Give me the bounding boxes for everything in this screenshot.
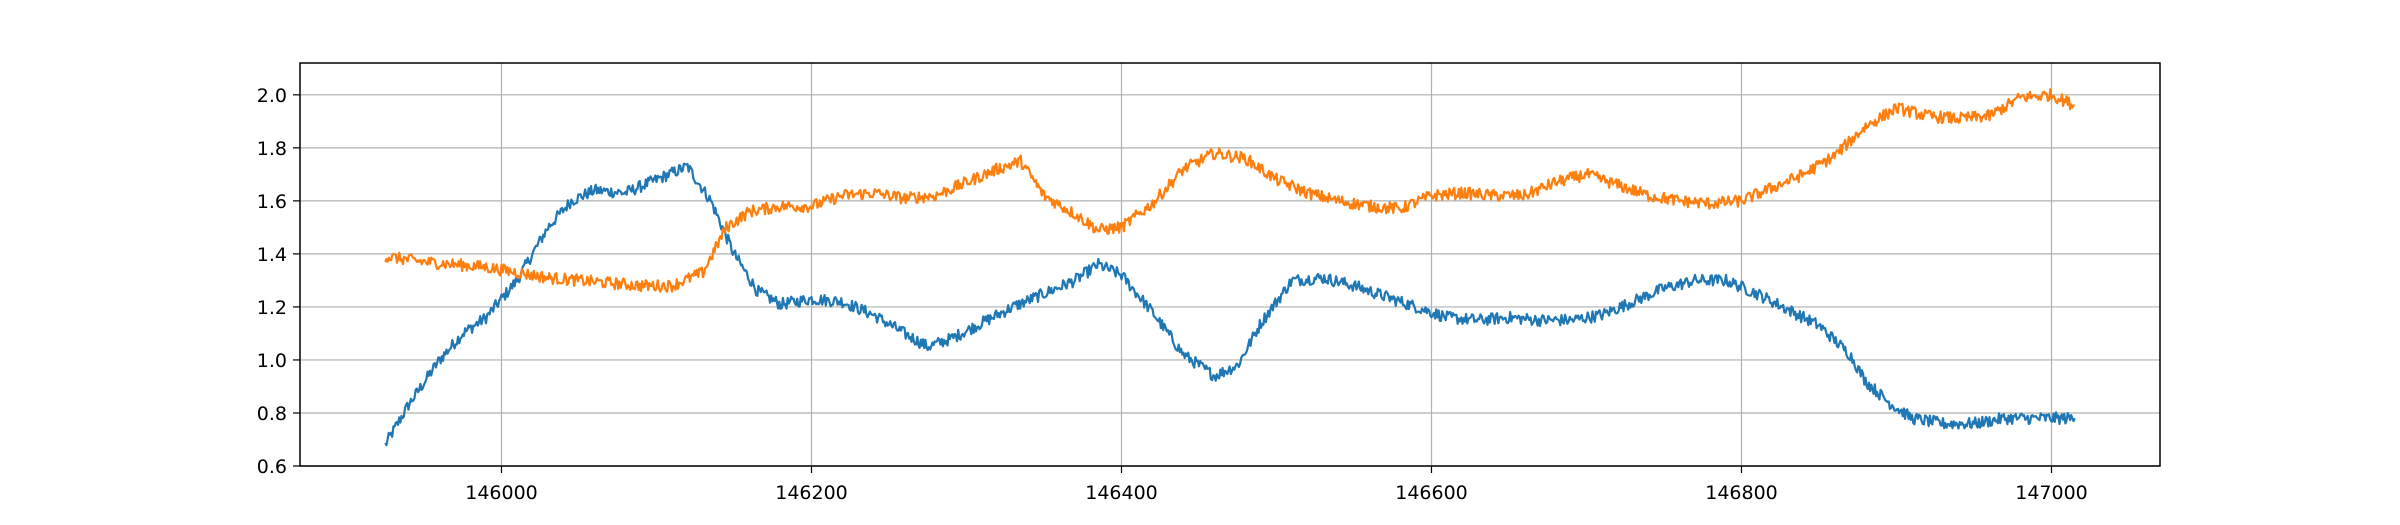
- y-tick-label: 1.2: [257, 297, 287, 319]
- y-tick-label: 1.6: [257, 191, 287, 213]
- series-line-2: [384, 88, 2075, 293]
- y-tick-label: 2.0: [257, 85, 287, 107]
- x-tick-label: 146200: [775, 482, 848, 504]
- x-tick-label: 146400: [1085, 482, 1158, 504]
- y-tick-label: 1.0: [257, 350, 287, 372]
- x-tick-label: 146600: [1395, 482, 1468, 504]
- y-tick-label: 1.4: [257, 244, 287, 266]
- x-tick-label: 147000: [2015, 482, 2088, 504]
- series-layer: [384, 88, 2076, 447]
- plot-frame: [299, 62, 2161, 467]
- series-line-1: [384, 162, 2076, 447]
- y-tick-label: 0.6: [257, 456, 287, 478]
- y-tick-label: 1.8: [257, 138, 287, 160]
- x-tick-label: 146800: [1705, 482, 1778, 504]
- x-tick-label: 146000: [465, 482, 538, 504]
- tick-layer: 146000 146200 146400 146600 146800 147000 0.6 0…: [257, 85, 2088, 504]
- grid-lines: [300, 63, 2160, 467]
- y-tick-label: 0.8: [257, 403, 287, 425]
